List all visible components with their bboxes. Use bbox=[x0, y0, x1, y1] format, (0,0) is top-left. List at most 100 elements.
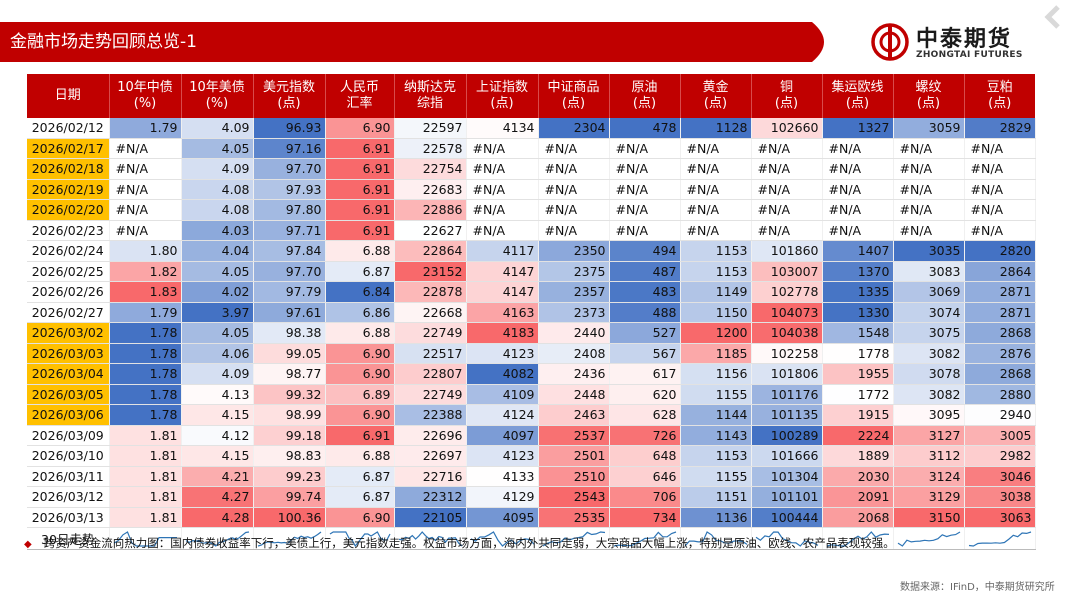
table-row: 2026/03/06 1.78 4.15 98.99 6.90 22388 4124 2463… bbox=[27, 404, 1036, 426]
value-cell: 4134 bbox=[466, 118, 539, 139]
date-cell: 2026/03/05 bbox=[27, 384, 110, 405]
value-cell: 2350 bbox=[538, 240, 610, 262]
value-cell: 98.83 bbox=[253, 445, 326, 467]
value-cell: 1.81 bbox=[109, 425, 182, 446]
value-cell: 4.12 bbox=[181, 425, 254, 446]
column-header-label: 美元指数 bbox=[262, 80, 315, 95]
table-row: 2026/02/24 1.80 4.04 97.84 6.88 22864 4117 2350… bbox=[27, 240, 1036, 262]
value-cell: 22864 bbox=[394, 240, 467, 262]
column-header: 日期 bbox=[27, 74, 110, 118]
sparkline-chart bbox=[113, 530, 177, 547]
value-cell: 97.80 bbox=[253, 199, 326, 221]
value-cell: 2463 bbox=[538, 404, 610, 426]
table-row: 2026/03/11 1.81 4.21 99.23 6.87 22716 4133 2510… bbox=[27, 466, 1036, 487]
value-cell: 97.93 bbox=[253, 179, 326, 200]
value-cell: 1889 bbox=[822, 445, 894, 467]
value-cell: #N/A bbox=[893, 220, 965, 241]
date-cell: 2026/02/19 bbox=[27, 179, 110, 200]
value-cell: 2864 bbox=[964, 261, 1036, 282]
column-header: 铜 (点) bbox=[751, 74, 823, 118]
value-cell: #N/A bbox=[893, 179, 965, 200]
value-cell: 3095 bbox=[893, 404, 965, 426]
sparkline-cell bbox=[394, 527, 467, 550]
value-cell: 648 bbox=[609, 445, 681, 467]
value-cell: 488 bbox=[609, 302, 681, 323]
sparkline-line bbox=[755, 530, 818, 547]
value-cell: 4163 bbox=[466, 302, 539, 323]
value-cell: 1.79 bbox=[109, 302, 182, 323]
value-cell: 99.18 bbox=[253, 425, 326, 446]
value-cell: #N/A bbox=[680, 220, 752, 241]
value-cell: 22627 bbox=[394, 220, 467, 241]
sparkline-line bbox=[613, 530, 676, 547]
value-cell: 6.90 bbox=[325, 343, 395, 364]
column-header: 纳斯达克 综指 bbox=[394, 74, 467, 118]
value-cell: #N/A bbox=[964, 179, 1036, 200]
value-cell: 706 bbox=[609, 486, 681, 508]
value-cell: #N/A bbox=[680, 138, 752, 159]
value-cell: 3082 bbox=[893, 343, 965, 364]
value-cell: #N/A bbox=[964, 199, 1036, 221]
value-cell: 98.99 bbox=[253, 404, 326, 426]
value-cell: 22388 bbox=[394, 404, 467, 426]
date-cell: 2026/03/13 bbox=[27, 507, 110, 528]
summary-note: ◆ 跨资产资金流向热力图：国内债券收益率下行，美债上行，美元指数走强。权益市场方面… bbox=[24, 535, 895, 551]
value-cell: #N/A bbox=[538, 199, 610, 221]
value-cell: 98.38 bbox=[253, 322, 326, 344]
value-cell: 4.05 bbox=[181, 322, 254, 344]
sparkline-chart bbox=[542, 530, 605, 547]
table-row: 2026/02/27 1.79 3.97 97.61 6.86 22668 4163 2373… bbox=[27, 302, 1036, 323]
value-cell: 4.05 bbox=[181, 138, 254, 159]
column-header: 人民币 汇率 bbox=[325, 74, 395, 118]
sparkline-chart bbox=[398, 530, 462, 546]
sparkline-cell bbox=[538, 527, 610, 550]
column-header: 黄金 (点) bbox=[680, 74, 752, 118]
value-cell: 99.32 bbox=[253, 384, 326, 405]
value-cell: 2408 bbox=[538, 343, 610, 364]
value-cell: #N/A bbox=[751, 138, 823, 159]
sparkline-cell bbox=[964, 527, 1036, 550]
value-cell: 1.81 bbox=[109, 466, 182, 487]
value-cell: 22312 bbox=[394, 486, 467, 508]
back-chevron-icon[interactable] bbox=[1042, 4, 1064, 30]
value-cell: 4082 bbox=[466, 363, 539, 385]
column-header-label: 铜 bbox=[779, 80, 793, 95]
column-header-unit: (点) bbox=[916, 96, 941, 111]
value-cell: 1136 bbox=[680, 507, 752, 528]
value-cell: #N/A bbox=[538, 158, 610, 180]
value-cell: 6.91 bbox=[325, 199, 395, 221]
value-cell: 97.70 bbox=[253, 158, 326, 180]
sparkline-cell bbox=[680, 527, 752, 550]
value-cell: 22696 bbox=[394, 425, 467, 446]
value-cell: 101666 bbox=[751, 445, 823, 467]
value-cell: 22886 bbox=[394, 199, 467, 221]
date-cell: 2026/02/20 bbox=[27, 199, 110, 221]
value-cell: 6.91 bbox=[325, 220, 395, 241]
value-cell: 6.88 bbox=[325, 240, 395, 262]
heatmap-table: 日期 10年中债 (%) 10年美债 (%) 美元指数 (点) 人民币 汇率 纳斯达克 综指 上证指数… bbox=[27, 74, 1036, 550]
value-cell: 97.16 bbox=[253, 138, 326, 159]
value-cell: 6.86 bbox=[325, 302, 395, 323]
value-cell: 97.61 bbox=[253, 302, 326, 323]
value-cell: #N/A bbox=[964, 158, 1036, 180]
sparkline-cell bbox=[466, 527, 539, 550]
sparkline-chart bbox=[613, 530, 676, 547]
value-cell: 1.78 bbox=[109, 363, 182, 385]
value-cell: #N/A bbox=[964, 138, 1036, 159]
value-cell: #N/A bbox=[822, 199, 894, 221]
value-cell: 1.83 bbox=[109, 281, 182, 303]
value-cell: 2880 bbox=[964, 384, 1036, 405]
date-cell: 2026/02/12 bbox=[27, 118, 110, 139]
value-cell: 4123 bbox=[466, 343, 539, 364]
date-cell: 2026/02/25 bbox=[27, 261, 110, 282]
value-cell: 1548 bbox=[822, 322, 894, 344]
value-cell: 101304 bbox=[751, 466, 823, 487]
value-cell: #N/A bbox=[964, 220, 1036, 241]
sparkline-chart bbox=[329, 530, 391, 547]
value-cell: #N/A bbox=[466, 179, 539, 200]
value-cell: 4.04 bbox=[181, 240, 254, 262]
value-cell: 2876 bbox=[964, 343, 1036, 364]
value-cell: 6.91 bbox=[325, 158, 395, 180]
table-row: 2026/02/25 1.82 4.05 97.70 6.87 23152 4147 2375… bbox=[27, 261, 1036, 282]
value-cell: 2982 bbox=[964, 445, 1036, 467]
